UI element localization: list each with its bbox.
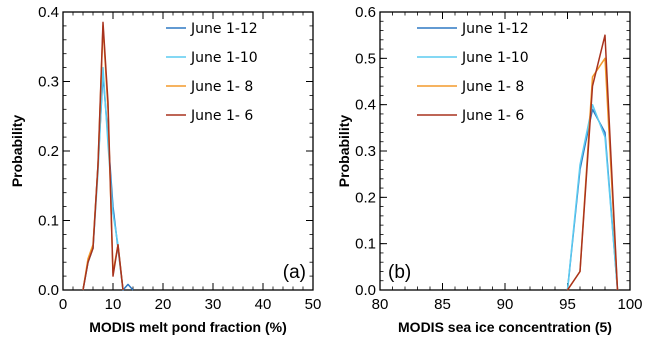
y-tick-label: 0.3 [355, 143, 376, 160]
panel-b: 80 85 90 95 100 0.0 0.1 0.2 0.3 0.4 0.5 0.6 MODIS se… [336, 4, 643, 335]
y-tick-label: 0.4 [355, 97, 376, 114]
legend-label: June 1-10 [461, 50, 529, 66]
y-tick-label: 0.0 [355, 282, 376, 299]
legend-label: June 1- 8 [461, 79, 524, 95]
y-tick-label: 0.2 [38, 143, 59, 160]
plot-frame [62, 11, 314, 291]
panel-label: (b) [388, 262, 411, 283]
x-axis-label: MODIS sea ice concentration (5) [398, 319, 612, 335]
legend-label: June 1- 8 [190, 79, 253, 95]
y-tick-label: 0.3 [38, 74, 59, 91]
x-tick-label: 0 [59, 296, 67, 313]
series-line-4 [82, 21, 124, 291]
panel-a: 0 10 20 30 40 50 0.0 0.1 0.2 0.3 0.4 MODIS melt pon… [9, 4, 321, 335]
y-tick-label: 0.2 [355, 189, 376, 206]
x-tick-label: 85 [434, 296, 451, 313]
x-tick-label: 20 [155, 296, 172, 313]
x-tick-label: 90 [497, 296, 514, 313]
y-tick-label: 0.6 [355, 4, 376, 21]
y-tick-label: 0.1 [355, 236, 376, 253]
legend-label: June 1-10 [190, 50, 258, 66]
y-tick-label: 0.5 [355, 50, 376, 67]
y-tick-label: 0.4 [38, 4, 59, 21]
x-tick-label: 50 [305, 296, 322, 313]
y-axis-label: Probability [336, 115, 352, 188]
x-tick-label: 40 [255, 296, 272, 313]
legend-label: June 1-12 [190, 21, 258, 37]
y-axis-label: Probability [9, 115, 25, 188]
x-tick-label: 10 [105, 296, 122, 313]
x-tick-label: 30 [205, 296, 222, 313]
series-line-2 [566, 103, 619, 291]
x-axis-label: MODIS melt pond fraction (%) [89, 319, 287, 335]
x-tick-label: 95 [559, 296, 576, 313]
x-tick-label: 100 [617, 296, 642, 313]
x-tick-label: 80 [372, 296, 389, 313]
legend-label: June 1- 6 [190, 108, 253, 124]
panel-label: (a) [283, 262, 306, 283]
y-tick-label: 0.0 [38, 282, 59, 299]
y-tick-label: 0.1 [38, 213, 59, 230]
legend-label: June 1- 6 [461, 108, 524, 124]
series-line-4 [566, 34, 619, 291]
legend-label: June 1-12 [461, 21, 529, 37]
